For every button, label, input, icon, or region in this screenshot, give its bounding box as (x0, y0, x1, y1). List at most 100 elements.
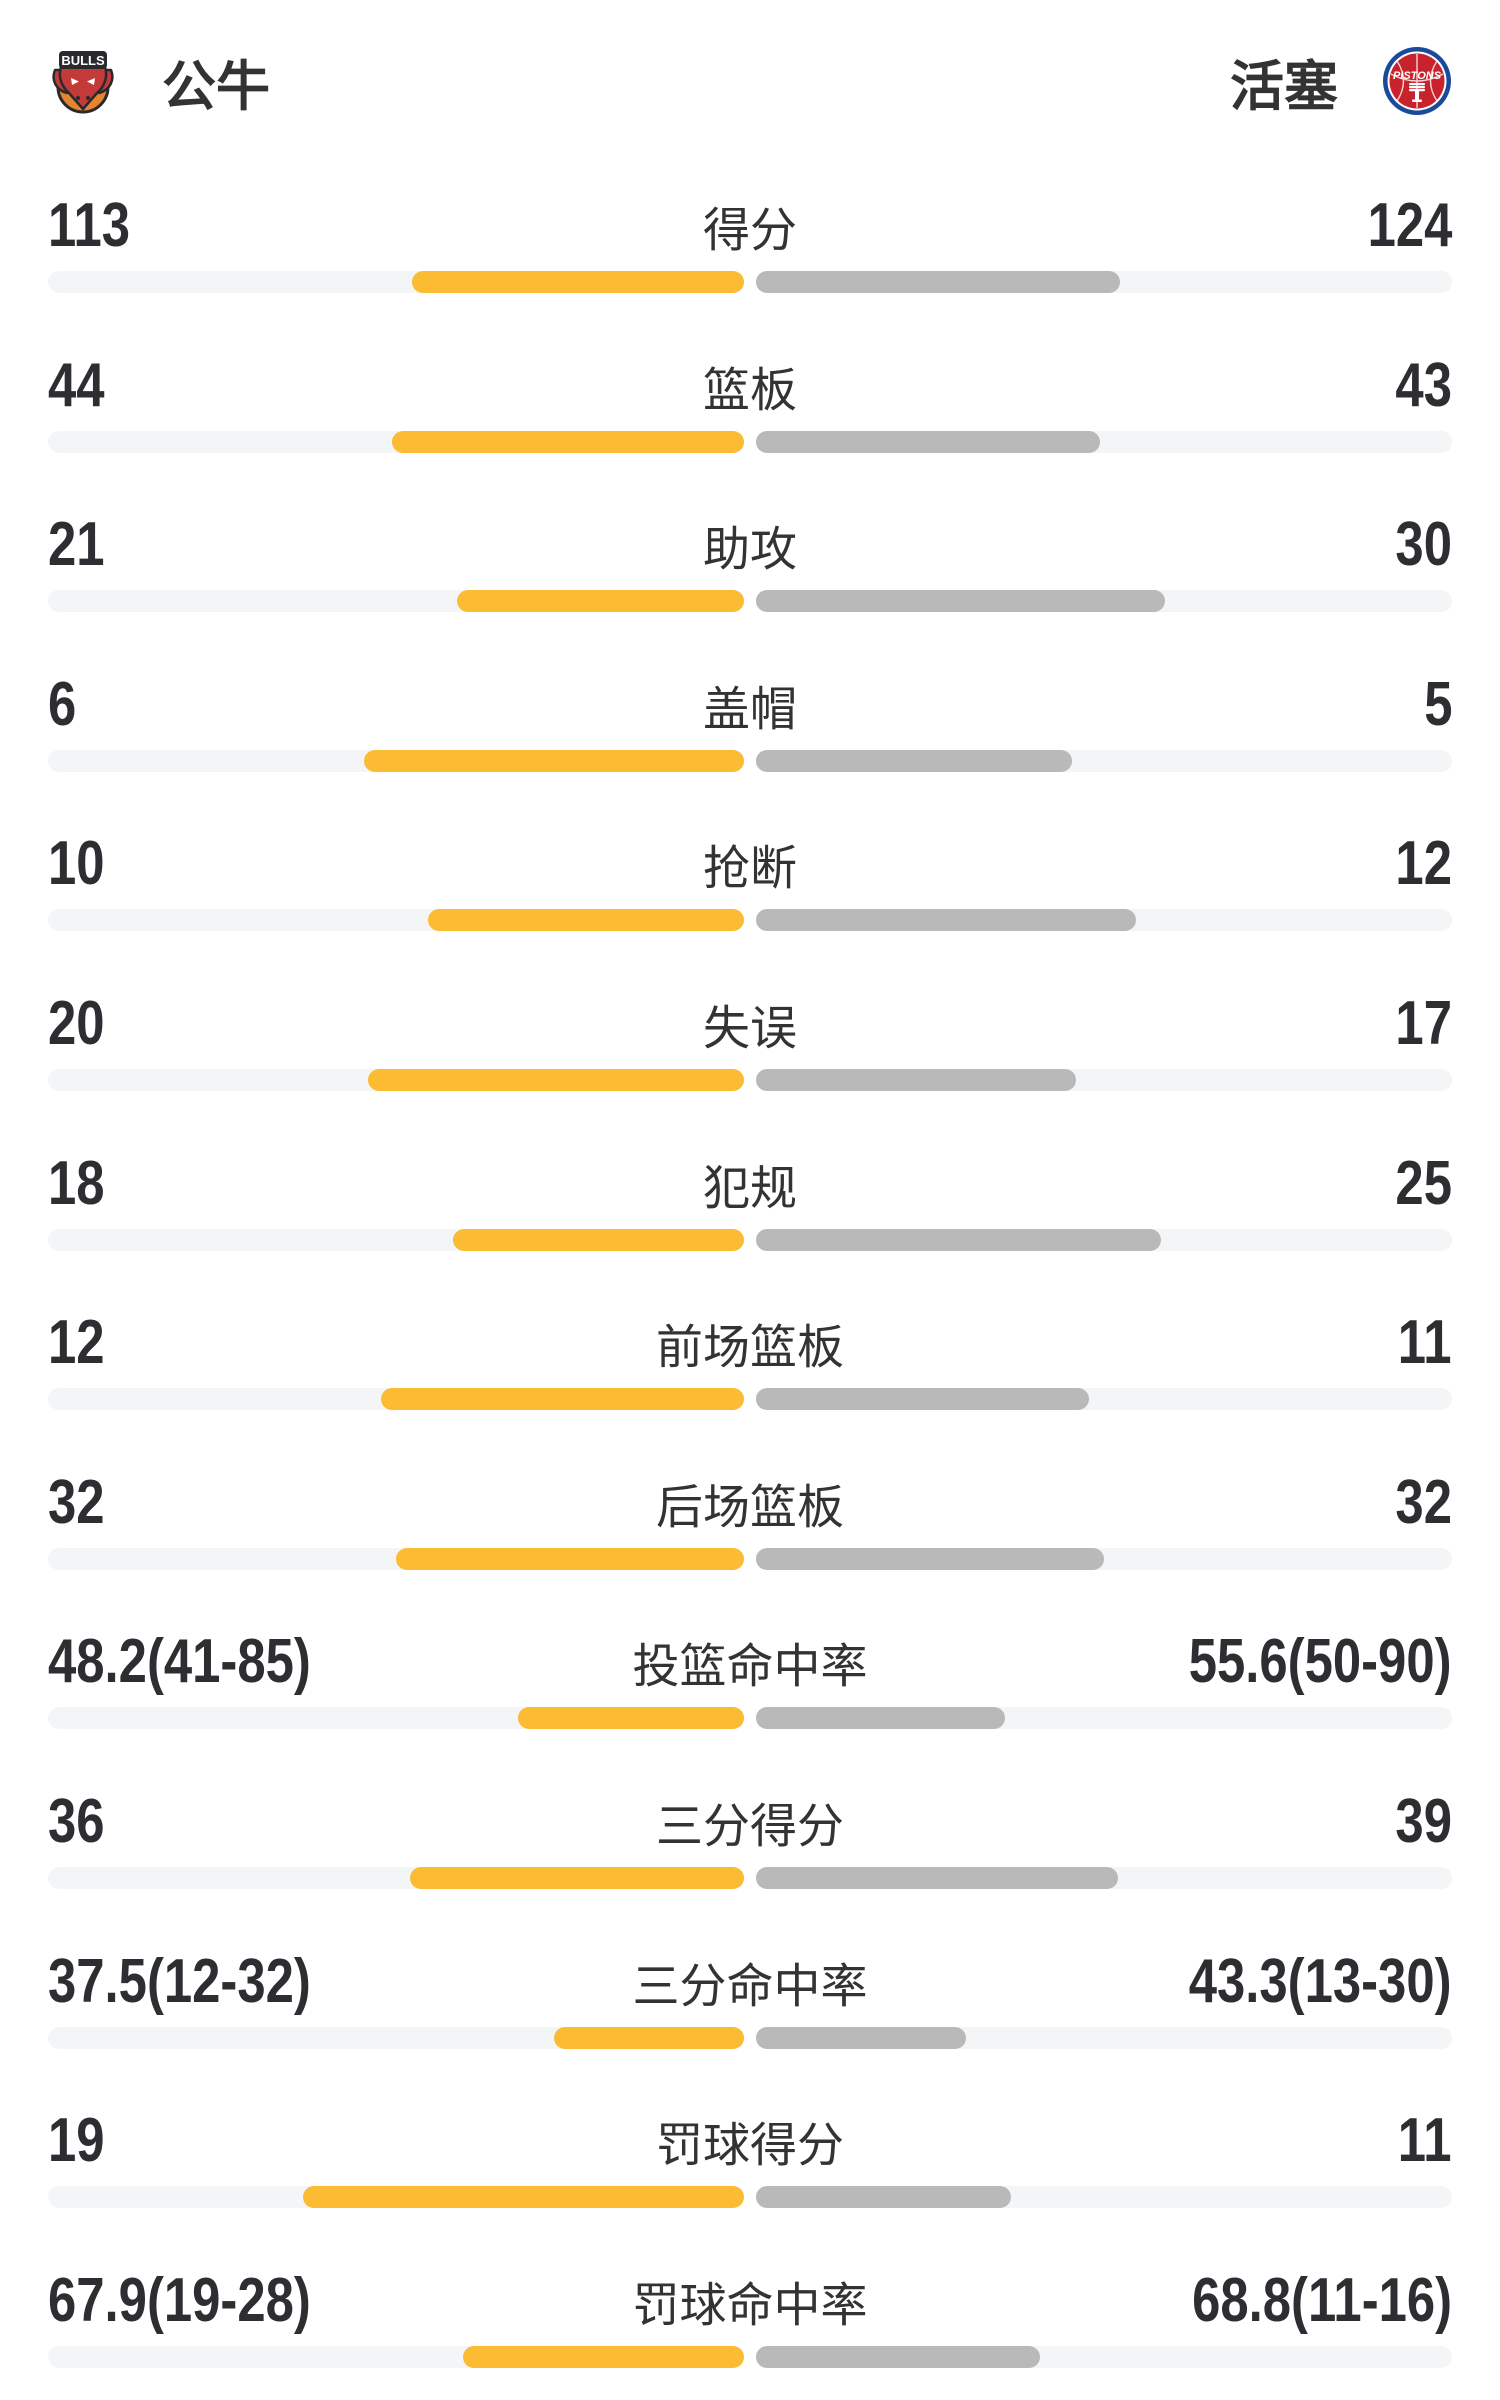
away-bar-fill (756, 1068, 1076, 1091)
stat-bar-pair (48, 1388, 1452, 1411)
home-bar-track (48, 909, 744, 932)
home-team-name: 公牛 (162, 56, 270, 117)
home-bar-fill (364, 749, 744, 772)
away-bar-track (756, 1388, 1452, 1411)
stat-bar-pair (48, 1228, 1452, 1251)
away-bar-track (756, 1866, 1452, 1889)
stat-values-line: 20 失误 17 (48, 988, 1452, 1058)
away-bar-track (756, 590, 1452, 613)
stat-label: 三分得分 (656, 1799, 844, 1853)
home-bar-track (48, 749, 744, 772)
home-stat-value: 44 (48, 350, 105, 420)
away-stat-value: 30 (1395, 510, 1452, 580)
stat-label: 前场篮板 (656, 1320, 844, 1374)
stat-values-line: 36 三分得分 39 (48, 1786, 1452, 1856)
stat-values-line: 113 得分 124 (48, 191, 1452, 260)
home-bar-track (48, 430, 744, 453)
stat-values-line: 18 犯规 25 (48, 1148, 1452, 1218)
stat-label: 得分 (703, 203, 797, 257)
home-bar-track (48, 1866, 744, 1889)
svg-text:PISTONS: PISTONS (1393, 70, 1442, 82)
home-bar-fill (303, 2186, 744, 2209)
home-bar-fill (517, 1707, 744, 1730)
away-stat-value: 43.3(13-30) (1189, 1946, 1452, 2016)
away-stat-value: 25 (1395, 1148, 1452, 1218)
home-bar-fill (554, 2026, 744, 2049)
away-bar-track (756, 1228, 1452, 1251)
stat-bar-pair (48, 1068, 1452, 1091)
stat-label: 篮板 (703, 363, 797, 417)
away-bar-fill (756, 271, 1121, 293)
away-stat-value: 68.8(11-16) (1191, 2265, 1452, 2335)
home-stat-value: 20 (48, 988, 105, 1058)
away-bar-track (756, 1547, 1452, 1570)
stat-row: 20 失误 17 (0, 958, 1500, 1118)
away-bar-fill (756, 2186, 1012, 2209)
away-stat-value: 39 (1395, 1786, 1452, 1856)
away-bar-fill (756, 2026, 967, 2049)
stat-label: 犯规 (703, 1161, 797, 1215)
stat-label: 罚球命中率 (632, 2278, 868, 2332)
stat-row: 113 得分 124 (0, 160, 1500, 320)
pistons-logo-icon: PISTONS (1383, 47, 1451, 115)
away-bar-fill (756, 2345, 1040, 2368)
away-stat-value: 11 (1398, 2106, 1452, 2176)
home-bar-track (48, 1228, 744, 1251)
away-bar-fill (756, 430, 1101, 453)
home-bar-track (48, 1707, 744, 1730)
away-stat-value: 32 (1395, 1467, 1452, 1537)
home-bar-track (48, 1388, 744, 1411)
stat-values-line: 67.9(19-28) 罚球命中率 68.8(11-16) (48, 2265, 1452, 2335)
stat-label: 罚球得分 (656, 2118, 844, 2172)
away-bar-fill (756, 1547, 1104, 1570)
away-stat-value: 12 (1395, 829, 1452, 899)
home-bar-fill (427, 909, 744, 932)
home-stat-value: 18 (48, 1148, 105, 1218)
home-bar-fill (380, 1388, 744, 1411)
stat-label: 失误 (703, 1001, 797, 1055)
away-bar-fill (756, 1388, 1089, 1411)
home-team-header[interactable]: BULLS 公牛 (48, 0, 270, 162)
match-header: BULLS 公牛 PISTONS (0, 0, 1500, 160)
stat-bar-pair (48, 1547, 1452, 1570)
away-bar-track (756, 1068, 1452, 1091)
home-bar-track (48, 1068, 744, 1091)
stat-row: 48.2(41-85) 投篮命中率 55.6(50-90) (0, 1596, 1500, 1756)
stat-bar-pair (48, 1707, 1452, 1730)
stat-bar-pair (48, 749, 1452, 772)
away-bar-track (756, 2186, 1452, 2209)
home-bar-track (48, 2186, 744, 2209)
stat-label: 投篮命中率 (632, 1639, 868, 1693)
home-bar-track (48, 1547, 744, 1570)
away-team-header[interactable]: PISTONS 活塞 (1230, 0, 1452, 162)
stat-label: 后场篮板 (656, 1480, 844, 1534)
stat-bar-pair (48, 2186, 1452, 2209)
home-stat-value: 19 (48, 2106, 105, 2176)
svg-text:BULLS: BULLS (61, 53, 105, 68)
away-bar-fill (756, 1707, 1005, 1730)
stat-bar-pair (48, 1866, 1452, 1889)
away-bar-fill (756, 909, 1136, 932)
stat-row: 67.9(19-28) 罚球命中率 68.8(11-16) (0, 2235, 1500, 2395)
home-stat-value: 113 (48, 191, 131, 260)
home-stat-value: 6 (48, 669, 77, 739)
home-stat-value: 37.5(12-32) (48, 1946, 311, 2016)
home-bar-fill (412, 271, 744, 293)
home-stat-value: 32 (48, 1467, 105, 1537)
stat-values-line: 6 盖帽 5 (48, 669, 1452, 739)
home-bar-fill (392, 430, 744, 453)
home-bar-track (48, 590, 744, 613)
home-stat-value: 12 (48, 1308, 105, 1378)
stat-bar-pair (48, 2345, 1452, 2368)
stat-row: 10 抢断 12 (0, 798, 1500, 958)
home-stat-value: 21 (48, 510, 105, 580)
home-bar-track (48, 2026, 744, 2049)
away-team-name: 活塞 (1230, 56, 1338, 117)
away-bar-track (756, 2345, 1452, 2368)
stat-row: 44 篮板 43 (0, 320, 1500, 480)
away-bar-track (756, 749, 1452, 772)
away-bar-track (756, 909, 1452, 932)
away-stat-value: 11 (1398, 1308, 1452, 1378)
home-stat-value: 48.2(41-85) (48, 1627, 311, 1697)
stat-bar-pair (48, 430, 1452, 453)
